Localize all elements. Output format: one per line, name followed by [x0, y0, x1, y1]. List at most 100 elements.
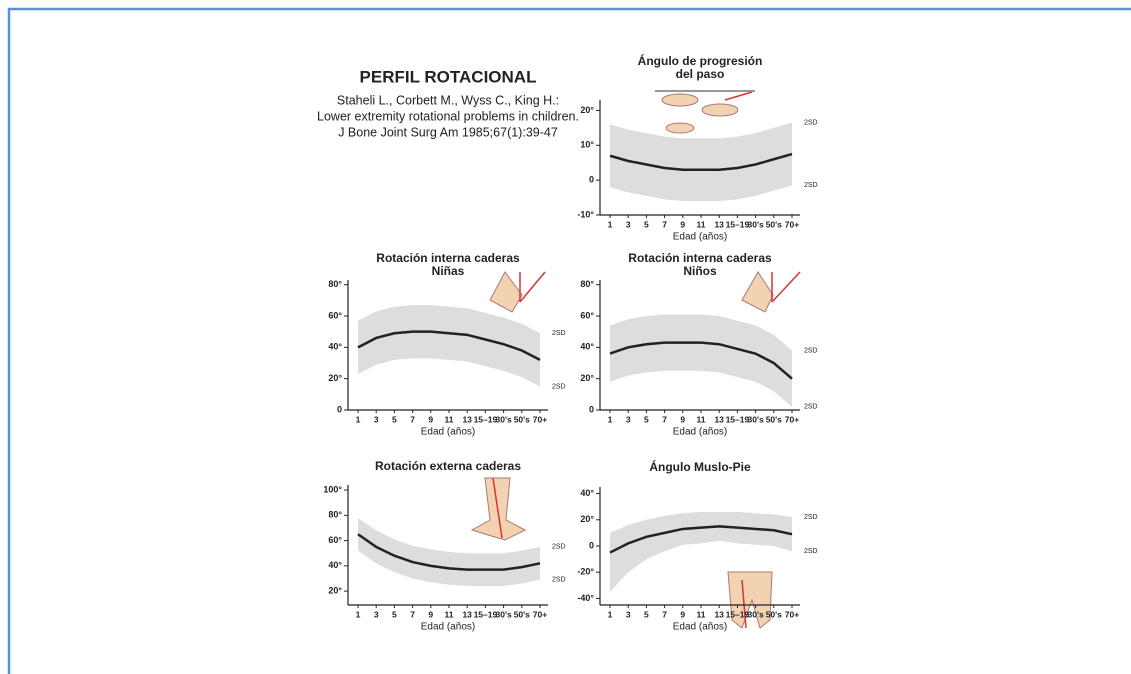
- x-tick-label: 9: [428, 609, 433, 619]
- x-tick-label: 50's: [766, 609, 782, 619]
- y-tick-label: 80°: [580, 279, 594, 289]
- y-tick-label: 20°: [328, 585, 342, 595]
- x-tick-label: 30's: [495, 414, 511, 424]
- x-tick-label: 15–19: [474, 609, 498, 619]
- x-tick-label: 50's: [514, 609, 530, 619]
- y-tick-label: 40°: [328, 342, 342, 352]
- x-tick-label: 11: [697, 219, 706, 229]
- x-tick-label: 13: [714, 219, 724, 229]
- x-axis-label: Edad (años): [673, 427, 727, 438]
- x-tick-label: 9: [428, 414, 433, 424]
- y-tick-label: 0: [589, 540, 594, 550]
- y-tick-label: 20°: [580, 514, 594, 524]
- y-tick-label: 60°: [328, 310, 342, 320]
- x-tick-label: 50's: [514, 414, 530, 424]
- x-tick-label: 11: [445, 414, 454, 424]
- y-tick-label: 60°: [328, 535, 342, 545]
- x-tick-label: 11: [697, 414, 706, 424]
- y-tick-label: 60°: [580, 310, 594, 320]
- x-tick-label: 70+: [785, 414, 799, 424]
- x-tick-label: 1: [356, 414, 361, 424]
- chart-title: Rotación externa caderas: [375, 459, 521, 473]
- chart-title: Ángulo de progresión: [638, 53, 763, 68]
- sd-label: 2SD: [804, 514, 818, 521]
- chart-title: Ángulo Muslo-Pie: [649, 459, 751, 474]
- x-tick-label: 7: [662, 414, 667, 424]
- x-tick-label: 11: [697, 609, 706, 619]
- x-tick-label: 30's: [747, 219, 763, 229]
- x-tick-label: 50's: [766, 219, 782, 229]
- sd-label: 2SD: [552, 330, 566, 337]
- x-tick-label: 7: [410, 414, 415, 424]
- chart-title: Rotación interna caderas: [376, 251, 520, 265]
- x-tick-label: 1: [608, 414, 613, 424]
- x-tick-label: 5: [644, 609, 649, 619]
- y-tick-label: 80°: [328, 279, 342, 289]
- x-tick-label: 1: [608, 219, 613, 229]
- y-tick-label: 80°: [328, 510, 342, 520]
- x-tick-label: 50's: [766, 414, 782, 424]
- y-tick-label: 40°: [580, 342, 594, 352]
- x-tick-label: 3: [374, 414, 379, 424]
- y-tick-label: 0: [337, 404, 342, 414]
- citation: Lower extremity rotational problems in c…: [317, 109, 579, 123]
- x-tick-label: 1: [608, 609, 613, 619]
- x-tick-label: 30's: [747, 414, 763, 424]
- x-tick-label: 7: [662, 609, 667, 619]
- y-tick-label: 20°: [580, 373, 594, 383]
- y-tick-label: 40°: [580, 488, 594, 498]
- y-tick-label: 0: [589, 175, 594, 185]
- y-tick-label: 20°: [580, 105, 594, 115]
- sd-label: 2SD: [804, 347, 818, 354]
- citation: Staheli L., Corbett M., Wyss C., King H.…: [337, 93, 559, 107]
- x-tick-label: 3: [626, 609, 631, 619]
- sd-label: 2SD: [804, 119, 818, 126]
- x-tick-label: 13: [462, 609, 472, 619]
- header-title: PERFIL ROTACIONAL: [360, 67, 537, 86]
- illustration: [655, 90, 755, 133]
- x-tick-label: 3: [626, 219, 631, 229]
- page: PERFIL ROTACIONAL Staheli L., Corbett M.…: [0, 0, 1131, 674]
- x-axis-label: Edad (años): [673, 622, 727, 633]
- x-tick-label: 70+: [785, 609, 799, 619]
- x-tick-label: 9: [680, 219, 685, 229]
- x-tick-label: 30's: [747, 609, 763, 619]
- x-tick-label: 15–19: [474, 414, 498, 424]
- x-tick-label: 5: [644, 414, 649, 424]
- chart-title: Rotación interna caderas: [628, 251, 772, 265]
- x-tick-label: 70+: [533, 414, 547, 424]
- x-tick-label: 9: [680, 414, 685, 424]
- x-tick-label: 3: [626, 414, 631, 424]
- x-tick-label: 5: [392, 414, 397, 424]
- y-tick-label: -40°: [577, 593, 594, 603]
- y-tick-label: -10°: [577, 209, 594, 219]
- y-tick-label: 0: [589, 404, 594, 414]
- sd-label: 2SD: [552, 544, 566, 551]
- sd-label: 2SD: [804, 182, 818, 189]
- y-tick-label: 40°: [328, 560, 342, 570]
- sd-label: 2SD: [804, 548, 818, 555]
- x-tick-label: 15–19: [726, 609, 750, 619]
- x-tick-label: 13: [714, 414, 724, 424]
- x-tick-label: 7: [662, 219, 667, 229]
- y-tick-label: 20°: [328, 373, 342, 383]
- citation: J Bone Joint Surg Am 1985;67(1):39-47: [338, 125, 558, 139]
- x-tick-label: 5: [392, 609, 397, 619]
- chart-title: Niñas: [432, 264, 465, 278]
- y-tick-label: -20°: [577, 567, 594, 577]
- x-tick-label: 5: [644, 219, 649, 229]
- y-tick-label: 10°: [580, 140, 594, 150]
- sd-band: [610, 314, 792, 406]
- x-tick-label: 11: [445, 609, 454, 619]
- x-tick-label: 1: [356, 609, 361, 619]
- chart-title: del paso: [676, 67, 725, 81]
- x-axis-label: Edad (años): [673, 232, 727, 243]
- x-tick-label: 70+: [533, 609, 547, 619]
- x-tick-label: 9: [680, 609, 685, 619]
- y-tick-label: 100°: [323, 484, 342, 494]
- x-tick-label: 15–19: [726, 219, 750, 229]
- sd-label: 2SD: [552, 577, 566, 584]
- sd-label: 2SD: [804, 404, 818, 411]
- x-axis-label: Edad (años): [421, 427, 475, 438]
- x-tick-label: 13: [462, 414, 472, 424]
